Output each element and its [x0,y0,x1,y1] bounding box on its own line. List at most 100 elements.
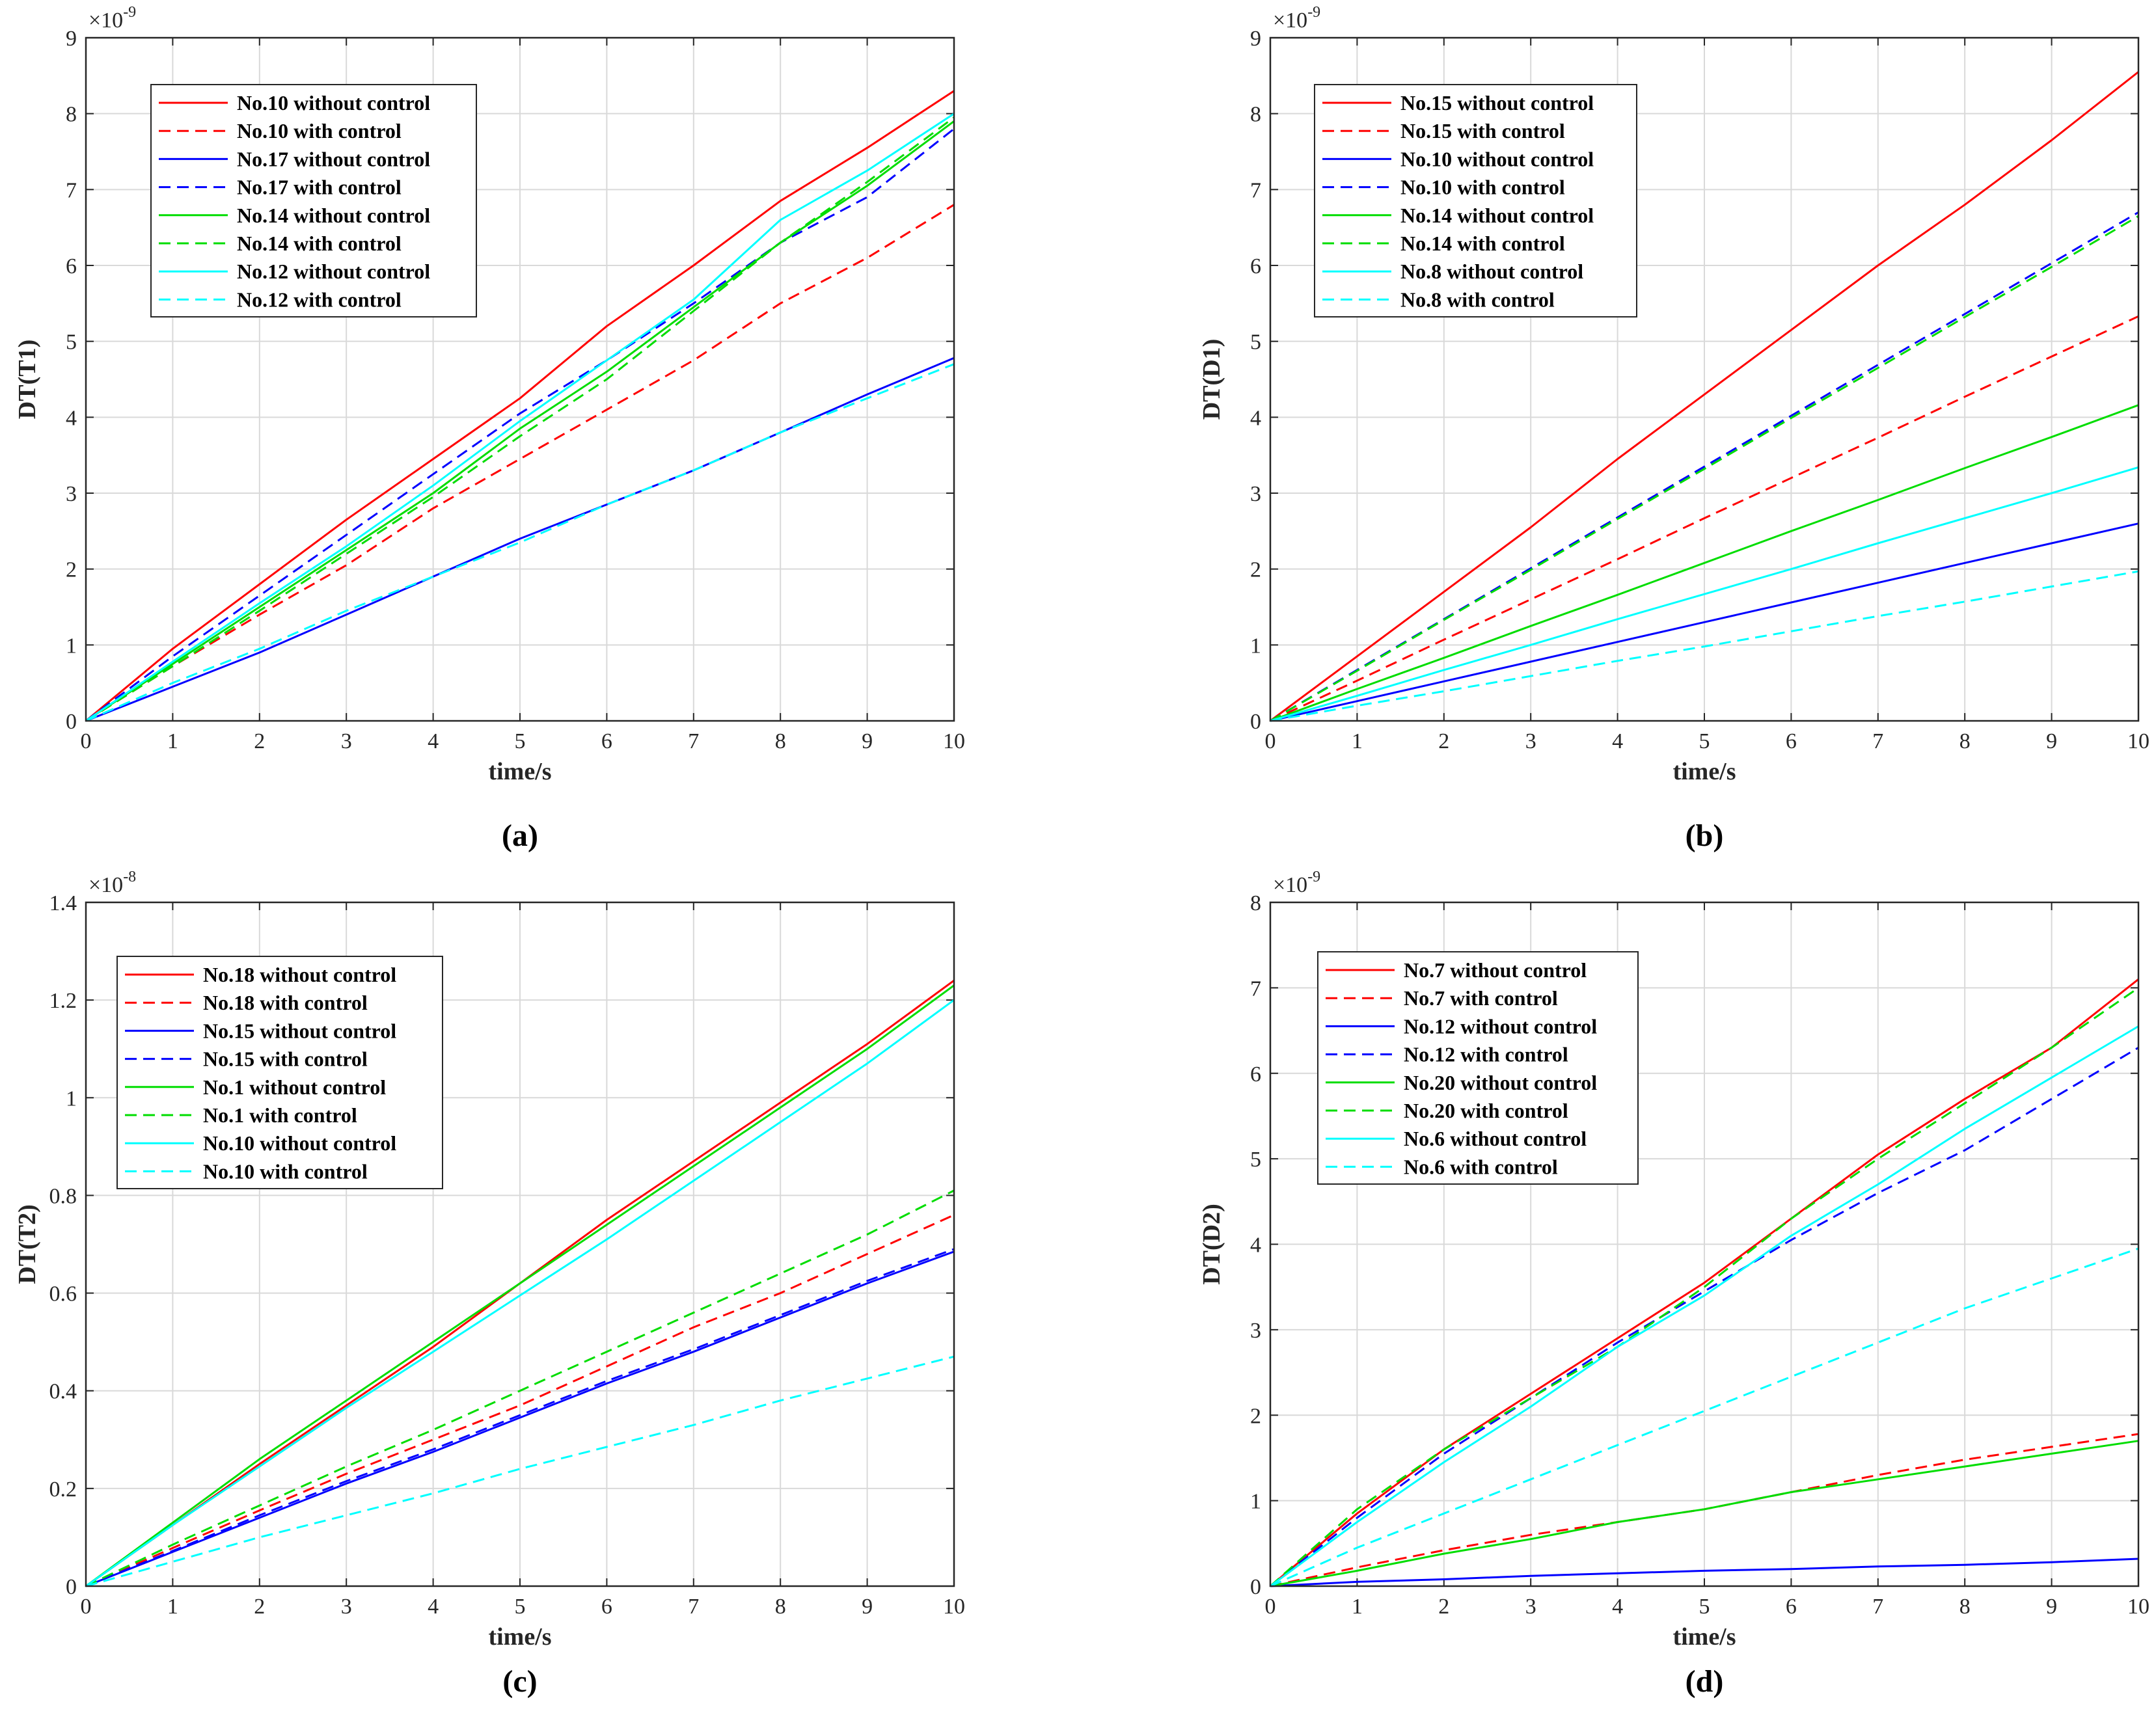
x-tick-label: 1 [167,1595,178,1619]
x-tick-label: 3 [341,1595,352,1619]
x-tick-label: 1 [167,729,178,753]
y-axis-label: DT(D2) [1198,1204,1225,1285]
series-line [85,357,955,722]
x-tick-label: 3 [1525,1595,1536,1619]
y-tick-label: 3 [66,482,77,506]
legend-entry: No.1 with control [203,1103,357,1127]
series-line [85,1355,955,1587]
x-tick-label: 8 [775,1595,786,1619]
y-tick-label: 9 [1250,27,1261,51]
legend-entry: No.12 with control [1404,1043,1568,1066]
x-tick-label: 0 [1265,729,1276,753]
y-tick-label: 8 [1250,891,1261,915]
x-tick-label: 5 [515,1595,526,1619]
x-tick-label: 5 [515,729,526,753]
y-tick-label: 0.2 [49,1477,77,1502]
y-tick-label: 5 [1250,330,1261,355]
x-axis-label: time/s [1672,758,1736,785]
x-tick-label: 7 [688,729,699,753]
x-tick-label: 9 [2046,729,2057,753]
y-tick-label: 3 [1250,482,1261,506]
legend-entry: No.15 without control [203,1019,396,1042]
x-tick-label: 4 [1612,729,1623,753]
y-tick-label: 0.6 [49,1282,77,1306]
y-tick-label: 3 [1250,1319,1261,1343]
y-exponent-label: ×10-9 [89,4,136,33]
y-tick-label: 7 [1250,178,1261,202]
x-tick-label: 4 [428,729,439,753]
series-line [1270,404,2139,722]
x-tick-label: 6 [1786,1595,1797,1619]
y-tick-label: 5 [66,330,77,355]
legend-entry: No.17 without control [237,147,430,170]
series-line [85,120,955,722]
x-tick-label: 0 [81,1595,92,1619]
legend-entry: No.6 with control [1404,1155,1558,1178]
legend-box [1317,951,1639,1185]
series-line [85,1250,955,1587]
panel-b: 0 1 2 3 4 5 6 7 8 9 10 0 1 2 3 4 5 6 7 8 9 ×10-9 time/s DT(D1) N… [1198,4,2149,853]
x-tick-label: 7 [688,1595,699,1619]
x-tick-label: 8 [1959,729,1971,753]
y-tick-label: 6 [1250,1062,1261,1086]
legend-entry: No.10 without control [203,1131,396,1155]
y-axis-label: DT(D1) [1198,339,1225,420]
series-line [1270,978,2139,1587]
y-tick-label: 4 [66,406,77,430]
y-tick-label: 0 [66,710,77,734]
panel-caption: (b) [1685,818,1724,853]
legend-entry: No.14 with control [1400,232,1565,255]
x-tick-label: 0 [1265,1595,1276,1619]
series-line [85,984,955,1587]
series-line [1270,71,2139,722]
y-tick-label: 6 [1250,254,1261,278]
y-tick-label: 0.8 [49,1184,77,1208]
series-line [85,116,955,722]
legend-entry: No.1 without control [203,1075,386,1099]
legend-box [150,84,477,317]
x-tick-label: 5 [1699,729,1710,753]
y-axis-label: DT(T1) [14,340,41,419]
y-tick-label: 8 [1250,103,1261,127]
legend-box [116,956,443,1189]
x-tick-label: 2 [254,729,265,753]
series-line [85,90,955,722]
x-axis-label: time/s [488,1623,551,1651]
legend-entry: No.14 without control [237,204,430,227]
x-tick-label: 0 [81,729,92,753]
y-tick-label: 0 [66,1575,77,1599]
legend-entry: No.18 with control [203,991,368,1014]
legend-entry: No.7 without control [1404,958,1587,982]
legend-entry: No.12 with control [237,288,402,311]
y-tick-label: 1 [1250,634,1261,658]
y-tick-label: 0 [1250,710,1261,734]
series-line [1270,1025,2139,1587]
legend-entry: No.8 without control [1400,260,1583,283]
panel-caption: (c) [502,1664,537,1699]
legend-entry: No.20 without control [1404,1071,1597,1094]
legend-entry: No.14 without control [1400,204,1594,227]
y-tick-label: 5 [1250,1148,1261,1172]
x-tick-label: 2 [1438,729,1449,753]
legend-entry: No.8 with control [1400,288,1555,311]
series-line [1270,1047,2139,1587]
x-tick-label: 2 [254,1595,265,1619]
x-tick-label: 6 [601,729,612,753]
x-tick-label: 3 [341,729,352,753]
x-tick-label: 10 [943,729,965,753]
x-tick-label: 9 [2046,1595,2057,1619]
x-tick-label: 4 [1612,1595,1623,1619]
x-tick-label: 1 [1352,729,1363,753]
legend-entry: No.17 with control [237,176,402,199]
series-line [1270,215,2139,722]
legend-entry: No.12 without control [1404,1014,1597,1038]
x-tick-label: 10 [2127,1595,2149,1619]
axes-frame [1269,901,2140,1587]
legend-entry: No.6 without control [1404,1127,1587,1150]
x-tick-label: 9 [862,1595,873,1619]
series-line [85,999,955,1587]
legend-entry: No.15 with control [1400,119,1565,142]
series-line [1270,987,2139,1587]
x-tick-label: 9 [862,729,873,753]
